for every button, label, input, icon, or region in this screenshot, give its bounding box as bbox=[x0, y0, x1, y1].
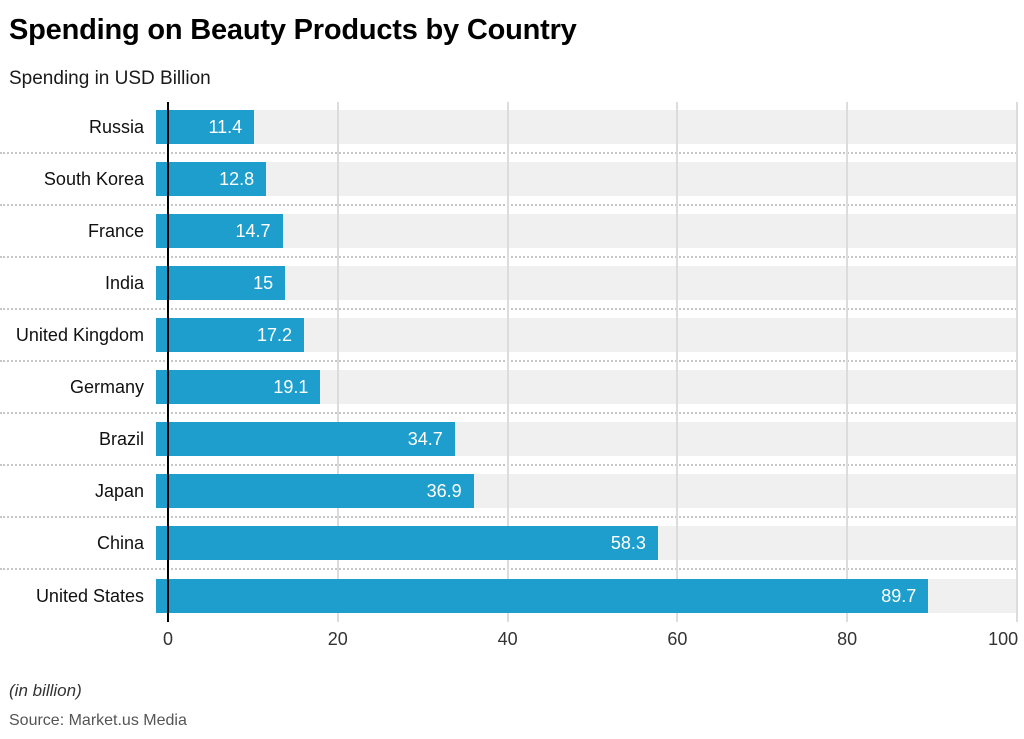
value-label: 36.9 bbox=[426, 480, 462, 501]
bar-track: 36.9 bbox=[156, 474, 1017, 508]
bar: 15 bbox=[156, 266, 286, 300]
bar-track: 89.7 bbox=[156, 579, 1017, 613]
value-label: 17.2 bbox=[257, 324, 293, 345]
bar: 14.7 bbox=[156, 214, 283, 248]
x-tick-label: 60 bbox=[667, 629, 688, 649]
category-label: Russia bbox=[88, 116, 144, 137]
bar-track: 11.4 bbox=[156, 110, 1017, 144]
bar-row: Russia 11.4 bbox=[0, 102, 1017, 154]
category-label: Japan bbox=[94, 480, 144, 501]
value-label: 11.4 bbox=[208, 116, 243, 137]
bar: 11.4 bbox=[156, 110, 255, 144]
category-label: United Kingdom bbox=[15, 324, 144, 345]
bar-row: Brazil 34.7 bbox=[0, 414, 1017, 466]
bar-track: 15 bbox=[156, 266, 1017, 300]
value-label: 58.3 bbox=[610, 532, 646, 553]
bar-row: South Korea 12.8 bbox=[0, 154, 1017, 206]
chart-subtitle: Spending in USD Billion bbox=[9, 68, 211, 89]
bar: 36.9 bbox=[156, 474, 474, 508]
value-label: 12.8 bbox=[219, 168, 255, 189]
x-tick-label: 20 bbox=[327, 629, 348, 649]
bar-row: United States 89.7 bbox=[0, 570, 1017, 622]
category-label: Germany bbox=[69, 376, 144, 397]
bar: 19.1 bbox=[156, 370, 321, 404]
bar-track: 19.1 bbox=[156, 370, 1017, 404]
chart-footer: (in billion) Source: Market.us Media bbox=[0, 680, 1024, 731]
value-label: 15 bbox=[253, 272, 274, 293]
value-label: 19.1 bbox=[273, 376, 309, 397]
x-tick-label: 80 bbox=[837, 629, 858, 649]
bar-row: Japan 36.9 bbox=[0, 466, 1017, 518]
x-tick-label: 0 bbox=[162, 629, 174, 649]
bar: 12.8 bbox=[156, 162, 267, 196]
bar-track: 17.2 bbox=[156, 318, 1017, 352]
value-label: 34.7 bbox=[407, 428, 443, 449]
chart-title: Spending on Beauty Products by Country bbox=[9, 14, 577, 46]
bar-row: India 15 bbox=[0, 258, 1017, 310]
bar-track: 58.3 bbox=[156, 526, 1017, 560]
bar-row: France 14.7 bbox=[0, 206, 1017, 258]
category-label: Brazil bbox=[98, 428, 144, 449]
bar-row: China 58.3 bbox=[0, 518, 1017, 570]
x-tick-label: 100 bbox=[988, 629, 1019, 649]
x-tick-label: 40 bbox=[497, 629, 518, 649]
unit-note: (in billion) bbox=[9, 681, 82, 700]
bar: 17.2 bbox=[156, 318, 305, 352]
category-label: United States bbox=[35, 585, 144, 606]
bar-chart: Russia 11.4 South Korea 12.8 France 14.7 India… bbox=[0, 102, 1019, 654]
bar-rows: Russia 11.4 South Korea 12.8 France 14.7 India… bbox=[0, 102, 1018, 622]
bar: 58.3 bbox=[156, 526, 658, 560]
bar-row: United Kingdom 17.2 bbox=[0, 310, 1017, 362]
bar: 89.7 bbox=[156, 579, 929, 613]
bar: 34.7 bbox=[156, 422, 455, 456]
bar-track: 34.7 bbox=[156, 422, 1017, 456]
source-credit: Source: Market.us Media bbox=[9, 712, 187, 729]
value-label: 89.7 bbox=[881, 585, 917, 606]
category-label: India bbox=[104, 272, 144, 293]
bar-track: 12.8 bbox=[156, 162, 1017, 196]
value-label: 14.7 bbox=[235, 220, 271, 241]
x-axis: 0 20 40 60 80 100 bbox=[163, 622, 1019, 654]
category-label: China bbox=[96, 532, 144, 553]
bar-row: Germany 19.1 bbox=[0, 362, 1017, 414]
chart-header: Spending on Beauty Products by Country S… bbox=[0, 12, 1024, 90]
category-label: France bbox=[87, 220, 144, 241]
category-label: South Korea bbox=[43, 168, 144, 189]
bar-track: 14.7 bbox=[156, 214, 1017, 248]
